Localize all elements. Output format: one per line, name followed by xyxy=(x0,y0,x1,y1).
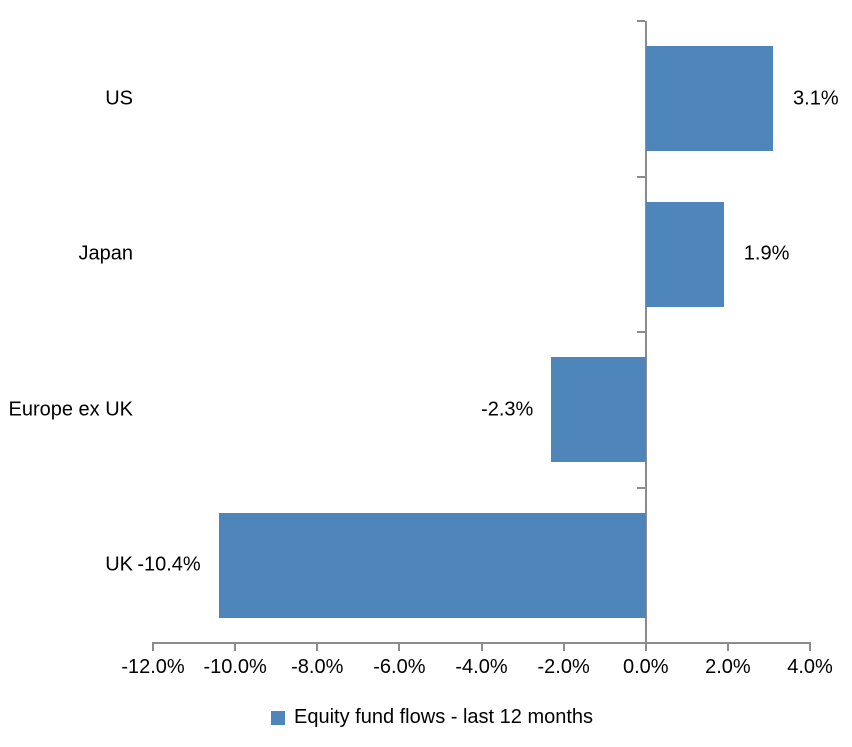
x-tick-label: 4.0% xyxy=(787,656,833,678)
data-label-us: 3.1% xyxy=(793,87,839,110)
category-label-europe-ex-uk: Europe ex UK xyxy=(8,398,133,421)
category-label-uk: UK xyxy=(105,553,133,576)
x-axis-tick xyxy=(398,643,401,651)
data-label-uk: -10.4% xyxy=(137,553,201,576)
x-axis-tick xyxy=(152,643,154,651)
y-axis-tick xyxy=(636,486,645,489)
category-label-us: US xyxy=(105,87,133,110)
category-label-japan: Japan xyxy=(78,242,134,265)
bar-uk xyxy=(218,512,646,618)
x-tick-label: -6.0% xyxy=(373,656,426,678)
y-axis-tick xyxy=(636,331,645,333)
bar-japan xyxy=(645,201,724,307)
x-tick-label: -10.0% xyxy=(203,656,267,678)
zero-baseline xyxy=(644,21,647,651)
data-label-europe-ex-uk: -2.3% xyxy=(481,398,534,421)
x-axis-tick xyxy=(644,643,647,651)
x-tick-label: 2.0% xyxy=(705,656,751,678)
x-tick-label: 0.0% xyxy=(622,656,669,678)
legend: Equity fund flows - last 12 months xyxy=(271,706,593,729)
x-axis-tick xyxy=(234,643,237,651)
x-tick-label: -2.0% xyxy=(537,656,590,678)
bar-us xyxy=(645,46,774,152)
x-axis-tick xyxy=(562,643,565,651)
y-axis-tick xyxy=(636,20,645,22)
y-axis-tick xyxy=(636,642,645,644)
legend-swatch-icon xyxy=(271,710,285,725)
x-axis-tick xyxy=(316,643,319,651)
x-axis-tick xyxy=(480,643,483,651)
x-tick-label: -4.0% xyxy=(455,656,508,678)
x-tick-label: -12.0% xyxy=(121,656,185,678)
y-axis-tick xyxy=(636,175,645,178)
bar-europe-ex-uk xyxy=(551,357,646,463)
x-axis-tick xyxy=(726,643,729,651)
legend-label: Equity fund flows - last 12 months xyxy=(294,706,594,728)
x-axis-tick xyxy=(809,643,811,651)
data-label-japan: 1.9% xyxy=(743,242,790,265)
x-tick-label: -8.0% xyxy=(291,656,344,678)
